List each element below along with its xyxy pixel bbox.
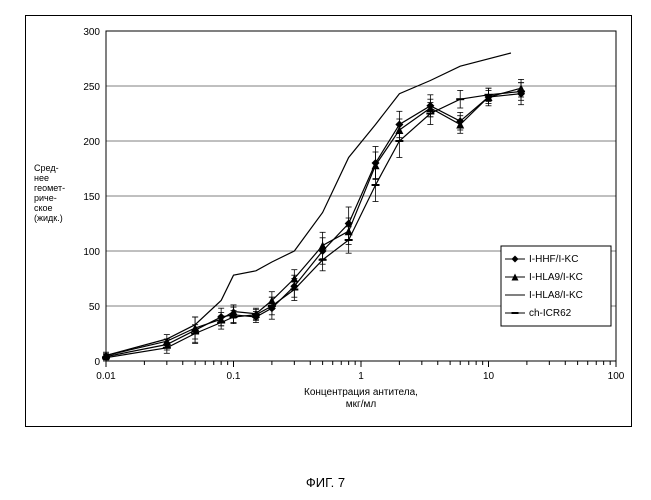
- svg-text:100: 100: [83, 247, 100, 258]
- svg-text:50: 50: [89, 302, 101, 313]
- svg-text:300: 300: [83, 27, 100, 38]
- svg-text:ch-ICR62: ch-ICR62: [529, 308, 572, 319]
- figure-caption: ФИГ. 7: [10, 475, 641, 490]
- svg-text:100: 100: [608, 371, 625, 382]
- svg-text:0: 0: [94, 357, 100, 368]
- svg-text:0.01: 0.01: [96, 371, 116, 382]
- svg-text:I-HLA8/I-KС: I-HLA8/I-KС: [529, 290, 583, 301]
- svg-text:0.1: 0.1: [227, 371, 241, 382]
- svg-text:мкг/мл: мкг/мл: [346, 399, 377, 410]
- chart-svg: 0 50 100 150 200 250 300 0.01 0.1 1 10 100 Сред-неег…: [26, 16, 631, 426]
- svg-text:I-HHF/I-KC: I-HHF/I-KC: [529, 254, 578, 265]
- svg-text:250: 250: [83, 82, 100, 93]
- svg-text:Сред-неегеомет-риче-ское(жидк.: Сред-неегеомет-риче-ское(жидк.): [34, 163, 65, 223]
- svg-text:200: 200: [83, 137, 100, 148]
- svg-text:Концентрация антитела,: Концентрация антитела,: [304, 387, 418, 398]
- svg-text:I-HLA9/I-KС: I-HLA9/I-KС: [529, 272, 583, 283]
- svg-text:10: 10: [483, 371, 495, 382]
- figure-container: 0 50 100 150 200 250 300 0.01 0.1 1 10 100 Сред-неег…: [10, 10, 641, 490]
- outer-frame: 0 50 100 150 200 250 300 0.01 0.1 1 10 100 Сред-неег…: [25, 15, 632, 427]
- svg-text:1: 1: [358, 371, 364, 382]
- svg-text:150: 150: [83, 192, 100, 203]
